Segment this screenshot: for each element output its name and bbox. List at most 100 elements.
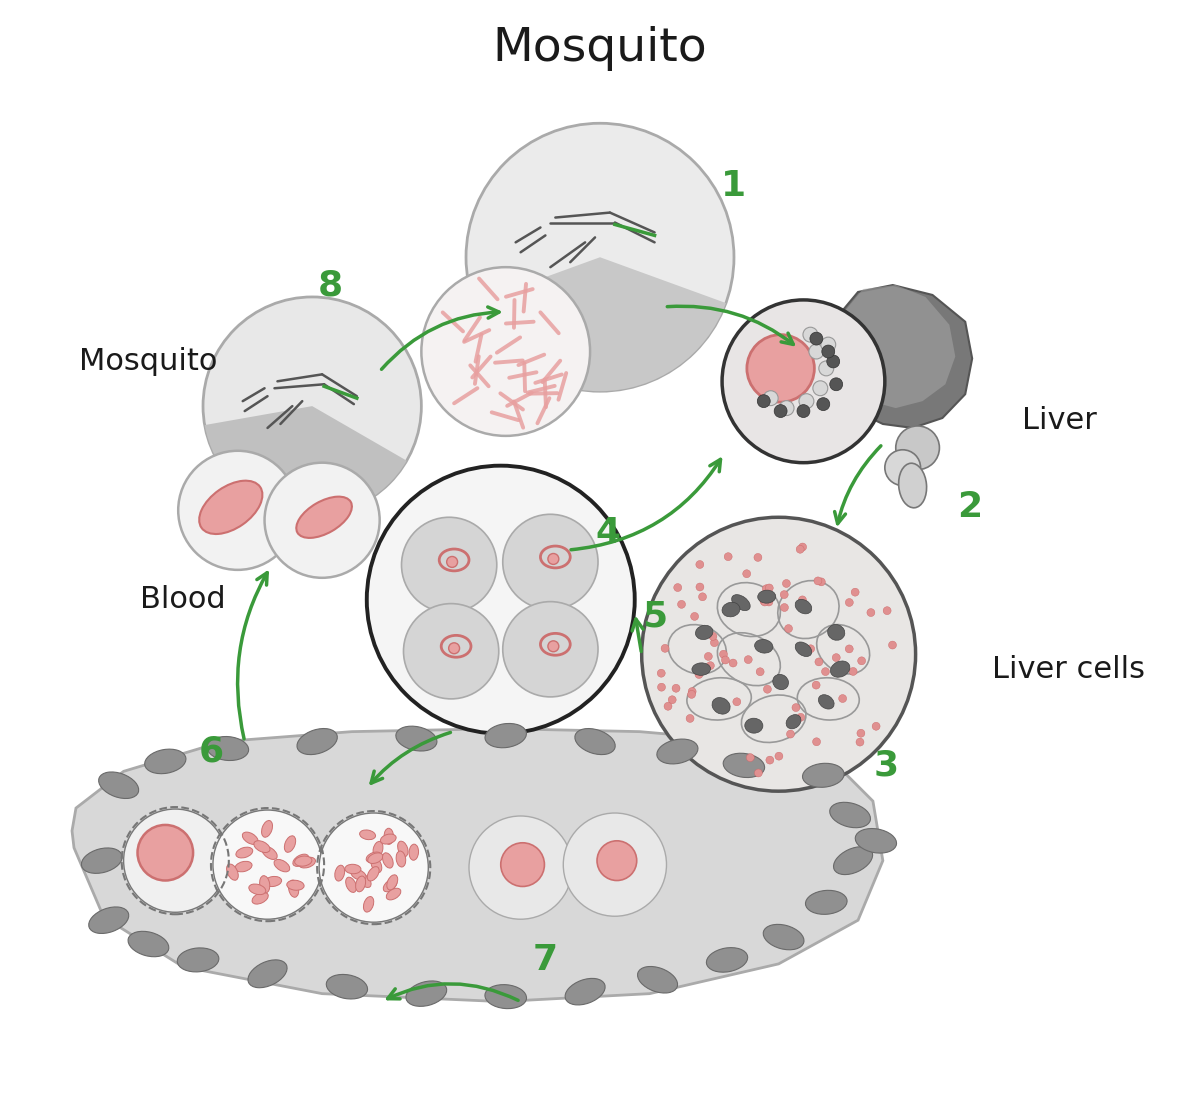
Ellipse shape — [805, 891, 847, 914]
Ellipse shape — [637, 967, 678, 993]
Circle shape — [883, 607, 892, 614]
Circle shape — [500, 843, 545, 886]
Ellipse shape — [396, 851, 406, 867]
Circle shape — [851, 588, 859, 596]
Circle shape — [763, 391, 778, 406]
Ellipse shape — [346, 877, 356, 893]
Circle shape — [709, 632, 716, 641]
Ellipse shape — [373, 841, 383, 857]
Circle shape — [744, 655, 752, 664]
Ellipse shape — [145, 749, 186, 774]
Ellipse shape — [829, 802, 870, 828]
Ellipse shape — [575, 728, 616, 755]
Circle shape — [138, 825, 193, 881]
Circle shape — [775, 753, 782, 760]
Circle shape — [403, 603, 499, 698]
Circle shape — [827, 355, 840, 368]
Circle shape — [563, 813, 666, 916]
Ellipse shape — [288, 880, 299, 897]
Circle shape — [796, 545, 804, 554]
Ellipse shape — [360, 830, 376, 840]
Circle shape — [695, 671, 703, 678]
Circle shape — [730, 659, 737, 667]
Circle shape — [797, 714, 805, 722]
Circle shape — [691, 612, 698, 620]
Circle shape — [822, 667, 829, 675]
Circle shape — [319, 813, 428, 923]
Circle shape — [799, 543, 806, 551]
Text: 1: 1 — [721, 169, 746, 203]
Ellipse shape — [208, 737, 248, 760]
Circle shape — [449, 643, 460, 654]
Circle shape — [815, 657, 823, 666]
Circle shape — [761, 598, 769, 606]
Ellipse shape — [274, 860, 289, 872]
Circle shape — [698, 592, 707, 601]
Circle shape — [872, 723, 880, 730]
Circle shape — [817, 398, 829, 411]
Text: 7: 7 — [533, 943, 558, 977]
Ellipse shape — [383, 853, 394, 869]
Polygon shape — [72, 728, 883, 1001]
Ellipse shape — [366, 852, 382, 863]
Ellipse shape — [796, 599, 811, 614]
Wedge shape — [474, 257, 726, 391]
Circle shape — [668, 696, 676, 704]
Circle shape — [850, 667, 857, 675]
Circle shape — [469, 815, 572, 919]
Circle shape — [548, 554, 559, 565]
Text: Mosquito: Mosquito — [493, 27, 707, 72]
Polygon shape — [840, 285, 955, 408]
Circle shape — [124, 809, 227, 913]
Ellipse shape — [284, 835, 295, 852]
Ellipse shape — [383, 880, 397, 892]
Ellipse shape — [707, 948, 748, 972]
Circle shape — [829, 378, 842, 391]
Circle shape — [821, 337, 835, 352]
Circle shape — [812, 681, 820, 690]
Circle shape — [710, 639, 719, 646]
Circle shape — [845, 599, 853, 607]
Circle shape — [756, 667, 764, 676]
Ellipse shape — [344, 864, 361, 874]
Ellipse shape — [350, 870, 366, 880]
Circle shape — [696, 583, 704, 591]
Text: 5: 5 — [642, 600, 667, 633]
Ellipse shape — [262, 846, 277, 860]
Ellipse shape — [380, 834, 396, 844]
Circle shape — [367, 465, 635, 734]
Ellipse shape — [834, 846, 872, 874]
Ellipse shape — [335, 865, 344, 881]
Ellipse shape — [745, 718, 763, 733]
Ellipse shape — [178, 948, 218, 972]
Ellipse shape — [773, 674, 788, 690]
Ellipse shape — [248, 960, 287, 988]
Circle shape — [658, 683, 666, 691]
Circle shape — [858, 656, 865, 665]
Ellipse shape — [371, 857, 382, 873]
Circle shape — [179, 451, 298, 570]
Circle shape — [833, 654, 840, 662]
Circle shape — [743, 570, 751, 578]
Circle shape — [421, 267, 590, 435]
Ellipse shape — [254, 841, 270, 853]
Ellipse shape — [227, 864, 239, 881]
Circle shape — [722, 299, 884, 463]
Ellipse shape — [199, 481, 263, 534]
Ellipse shape — [724, 754, 764, 778]
Ellipse shape — [856, 829, 896, 853]
Circle shape — [785, 624, 792, 632]
Ellipse shape — [755, 640, 773, 653]
Circle shape — [806, 645, 815, 653]
Circle shape — [766, 756, 774, 764]
Circle shape — [642, 517, 916, 791]
Ellipse shape — [89, 907, 128, 934]
Ellipse shape — [235, 861, 252, 872]
Ellipse shape — [722, 602, 740, 617]
Circle shape — [688, 687, 696, 695]
Circle shape — [673, 583, 682, 591]
Circle shape — [688, 691, 696, 698]
Circle shape — [814, 577, 822, 585]
Ellipse shape — [236, 848, 253, 857]
Circle shape — [822, 345, 835, 358]
